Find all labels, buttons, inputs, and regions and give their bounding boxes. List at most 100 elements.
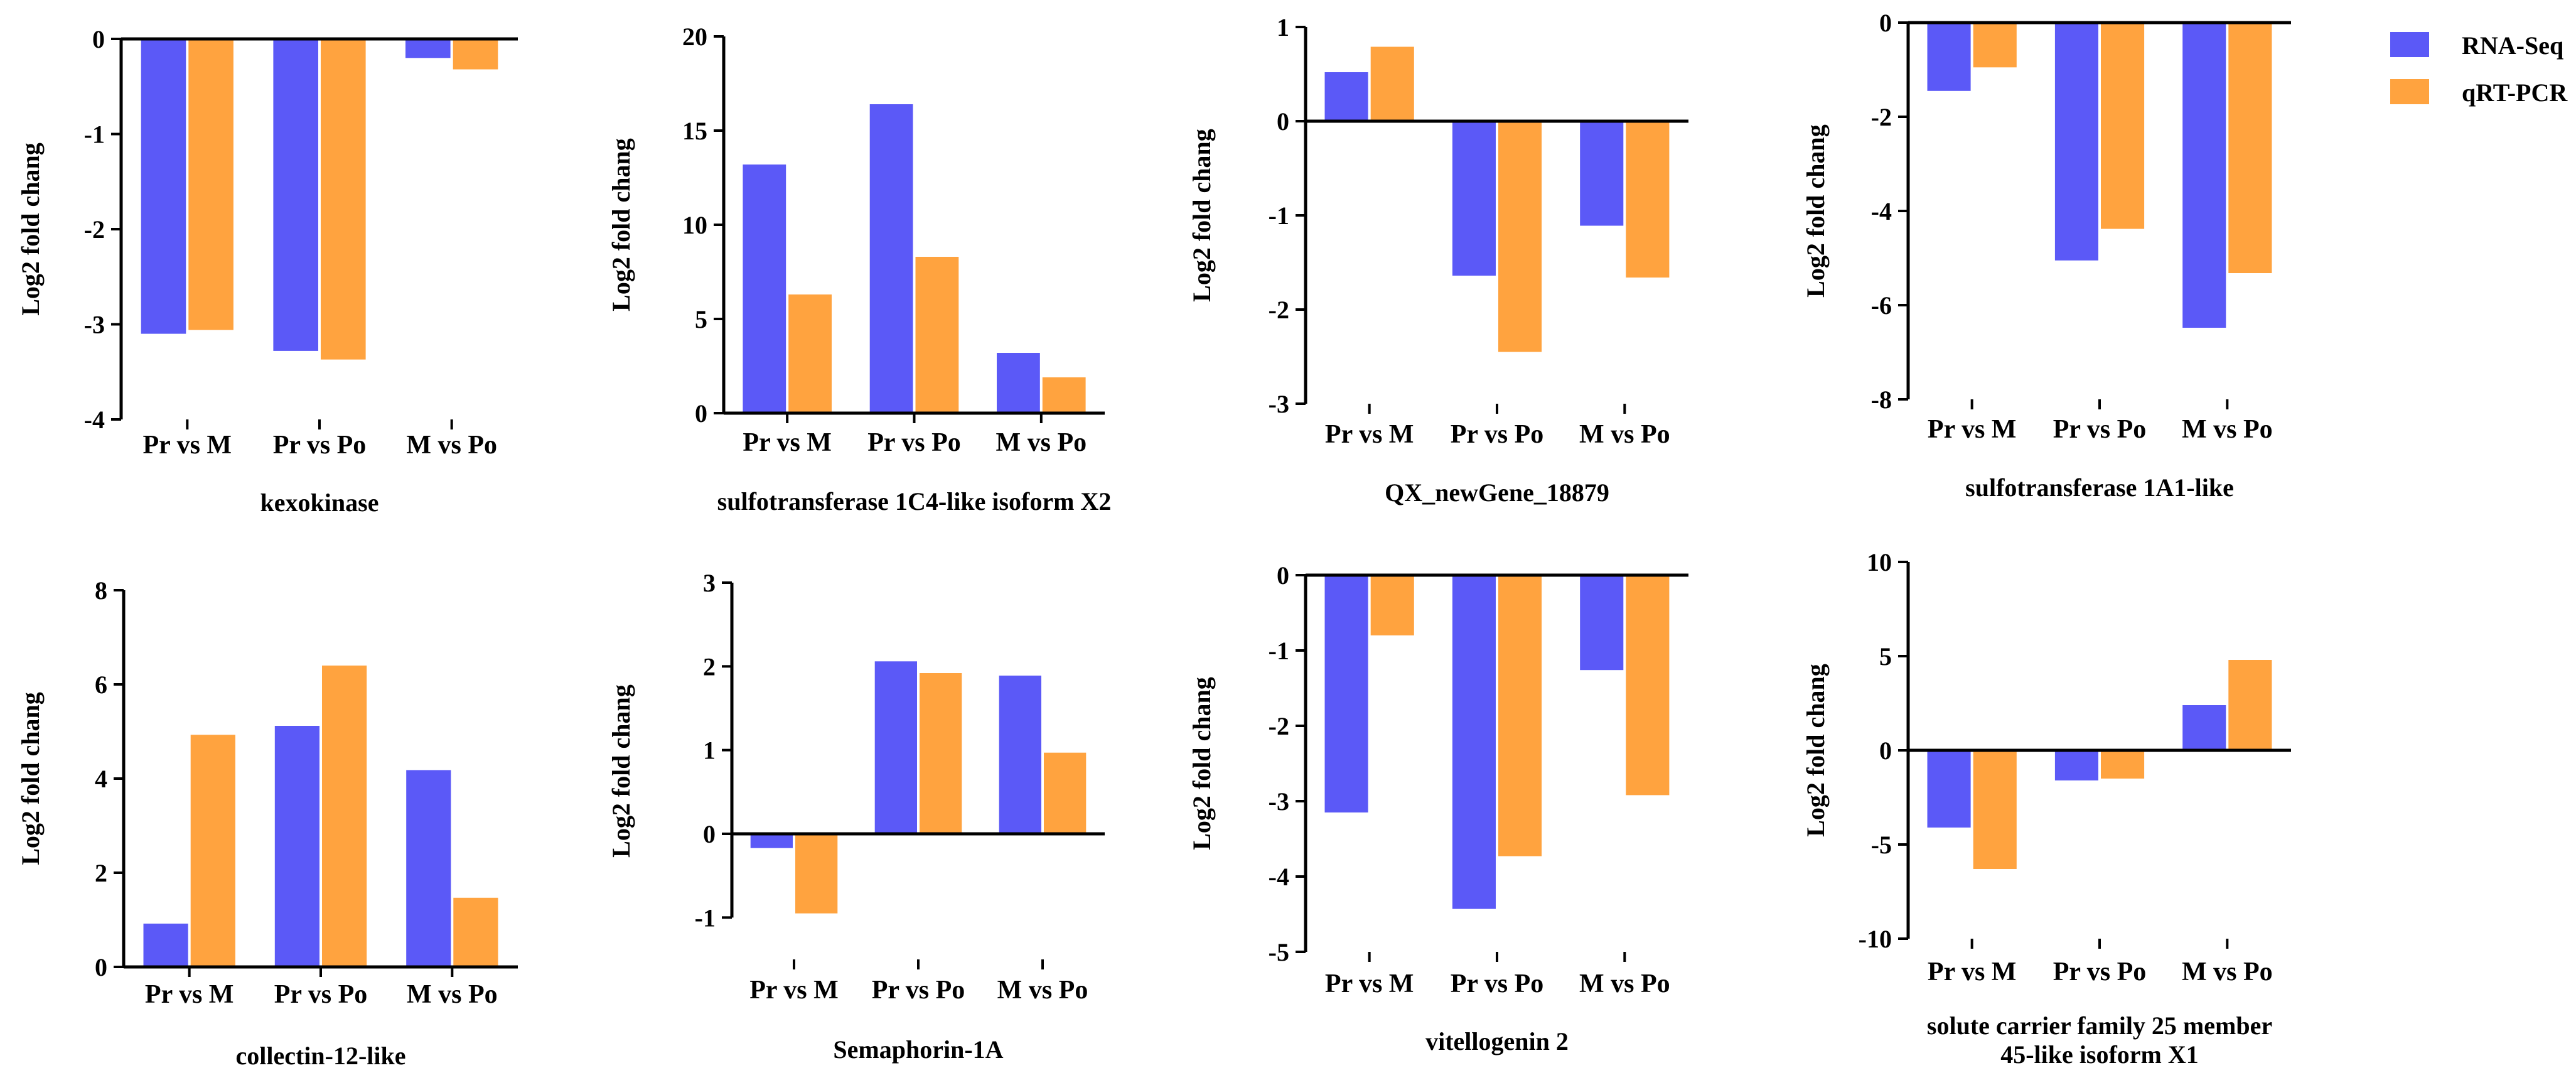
y-axis-label: Log2 fold chang (1801, 664, 1830, 837)
bar-rna-seq-3 (997, 353, 1040, 413)
y-tick-label-5: -1 (695, 904, 716, 932)
y-tick-label-1: 1 (1277, 13, 1289, 41)
bar-rna-seq-1 (750, 834, 793, 848)
chart-title-line-1: solute carrier family 25 member (1927, 1012, 2272, 1040)
y-tick-label-6: -5 (1269, 938, 1289, 966)
y-tick-label-5: -3 (1269, 390, 1289, 418)
bar-qrt-pcr-2 (2101, 750, 2145, 779)
bar-rna-seq-1 (743, 165, 786, 413)
category-label-3: M vs Po (1579, 969, 1670, 998)
y-axis-label: Log2 fold chang (1801, 124, 1830, 298)
category-label-1: Pr vs M (1928, 958, 2017, 986)
bar-rna-seq-3 (406, 770, 451, 967)
bar-qrt-pcr-2 (915, 257, 959, 413)
chart-8: Pr vs M Pr vs Po M vs Po 10 5 0 -5 -10 Log2 fold… (1801, 548, 2291, 1069)
bar-qrt-pcr-1 (795, 834, 838, 914)
bar-qrt-pcr-2 (322, 666, 367, 967)
category-label-2: Pr vs Po (2053, 415, 2147, 444)
bar-rna-seq-1 (143, 924, 188, 967)
bar-qrt-pcr-3 (1044, 752, 1087, 834)
y-tick-label-5: -8 (1871, 386, 1892, 414)
y-tick-label-1: 3 (703, 569, 716, 597)
y-tick-label-3: 1 (703, 737, 716, 765)
category-label-1: Pr vs M (145, 980, 234, 1009)
bar-qrt-pcr-3 (2228, 660, 2272, 750)
y-tick-label-5: -4 (1269, 863, 1289, 891)
y-tick-label-3: 0 (1879, 737, 1892, 765)
chart-title: kexokinase (260, 488, 379, 517)
category-label-2: Pr vs Po (872, 976, 965, 1005)
chart-title-line-2: 45-like isoform X1 (2000, 1040, 2199, 1069)
legend-label-rna-seq: RNA-Seq (2462, 31, 2563, 60)
y-tick-label-2: 5 (1879, 642, 1892, 671)
chart-title: solute carrier family 25 member 45-like i… (1927, 1012, 2272, 1069)
chart-1: Pr vs M Pr vs Po M vs Po 0 -1 -2 -3 -4 Log2 fold… (16, 25, 518, 517)
category-label-3: M vs Po (406, 431, 497, 460)
y-tick-label-5: -4 (84, 406, 105, 434)
category-label-1: Pr vs M (1325, 420, 1414, 449)
category-label-1: Pr vs M (1325, 969, 1414, 998)
chart-title: vitellogenin 2 (1425, 1027, 1569, 1055)
y-tick-label-5: -10 (1859, 925, 1892, 953)
category-label-1: Pr vs M (143, 431, 232, 460)
bar-rna-seq-1 (141, 39, 186, 334)
chart-title: collectin-12-like (235, 1042, 405, 1070)
y-tick-label-1: 0 (92, 25, 105, 53)
bar-qrt-pcr-3 (1042, 377, 1086, 413)
bar-qrt-pcr-1 (1973, 23, 2017, 68)
category-label-2: Pr vs Po (1451, 969, 1544, 998)
bar-qrt-pcr-3 (453, 39, 498, 70)
bar-rna-seq-2 (274, 726, 319, 967)
y-tick-label-1: 10 (1867, 548, 1892, 576)
chart-2: Pr vs M Pr vs Po M vs Po 0 5 10 15 20 Log2 fold … (607, 23, 1111, 515)
y-axis-label: Log2 fold chang (607, 138, 635, 311)
bar-qrt-pcr-3 (2228, 23, 2272, 273)
bar-rna-seq-3 (1580, 575, 1624, 671)
bar-qrt-pcr-2 (1498, 121, 1542, 352)
y-tick-label-2: -1 (84, 121, 105, 149)
bar-qrt-pcr-1 (1973, 750, 2017, 869)
y-tick-label-4: -6 (1871, 291, 1892, 320)
y-tick-label-4: 6 (95, 671, 107, 699)
bar-rna-seq-3 (1580, 121, 1624, 226)
chart-title: sulfotransferase 1C4-like isoform X2 (717, 487, 1112, 515)
bar-rna-seq-1 (1324, 575, 1368, 812)
category-label-1: Pr vs M (749, 976, 839, 1005)
y-tick-label-2: 2 (703, 652, 716, 681)
bar-rna-seq-2 (273, 39, 318, 351)
bar-qrt-pcr-3 (453, 897, 498, 968)
bar-qrt-pcr-1 (188, 39, 233, 330)
legend-swatch-qrt-pcr (2390, 79, 2429, 104)
y-tick-label-4: 15 (682, 117, 707, 145)
bar-qrt-pcr-1 (788, 294, 832, 413)
chart-6: Pr vs M Pr vs Po M vs Po 3 2 1 0 -1 Log2 fold ch… (607, 569, 1105, 1064)
chart-5: Pr vs M Pr vs Po M vs Po 0 2 4 6 8 Log2 fold cha… (16, 576, 518, 1070)
legend-swatch-rna-seq (2390, 32, 2429, 57)
category-label-3: M vs Po (407, 980, 498, 1009)
y-tick-label-2: 5 (695, 305, 707, 333)
category-label-3: M vs Po (2182, 958, 2273, 986)
bar-rna-seq-3 (2182, 23, 2226, 328)
chart-3: Pr vs M Pr vs Po M vs Po 1 0 -1 -2 -3 Log2 fold … (1188, 13, 1688, 507)
bar-qrt-pcr-1 (1370, 575, 1414, 635)
y-tick-label-2: -2 (1871, 103, 1892, 131)
category-label-1: Pr vs M (743, 428, 832, 457)
bar-rna-seq-3 (405, 39, 451, 58)
y-tick-label-1: 0 (95, 953, 107, 981)
y-tick-label-4: -5 (1871, 831, 1892, 859)
bar-qrt-pcr-1 (1370, 46, 1414, 121)
y-tick-label-4: -3 (1269, 787, 1289, 816)
bar-rna-seq-2 (1452, 121, 1496, 276)
bar-qrt-pcr-2 (920, 673, 962, 834)
y-tick-label-2: -1 (1269, 637, 1289, 665)
chart-title: QX_newGene_18879 (1385, 478, 1609, 507)
chart-7: Pr vs M Pr vs Po M vs Po 0 -1 -2 -3 -4 -5 Log2 fo… (1188, 561, 1688, 1055)
y-axis-label: Log2 fold chang (607, 684, 635, 858)
y-tick-label-4: -2 (1269, 296, 1289, 324)
category-label-1: Pr vs M (1928, 415, 2017, 444)
bar-rna-seq-2 (2054, 23, 2098, 261)
category-label-3: M vs Po (1579, 420, 1670, 449)
bar-qrt-pcr-2 (321, 39, 366, 360)
category-label-2: Pr vs Po (2053, 958, 2147, 986)
category-label-3: M vs Po (996, 428, 1087, 457)
